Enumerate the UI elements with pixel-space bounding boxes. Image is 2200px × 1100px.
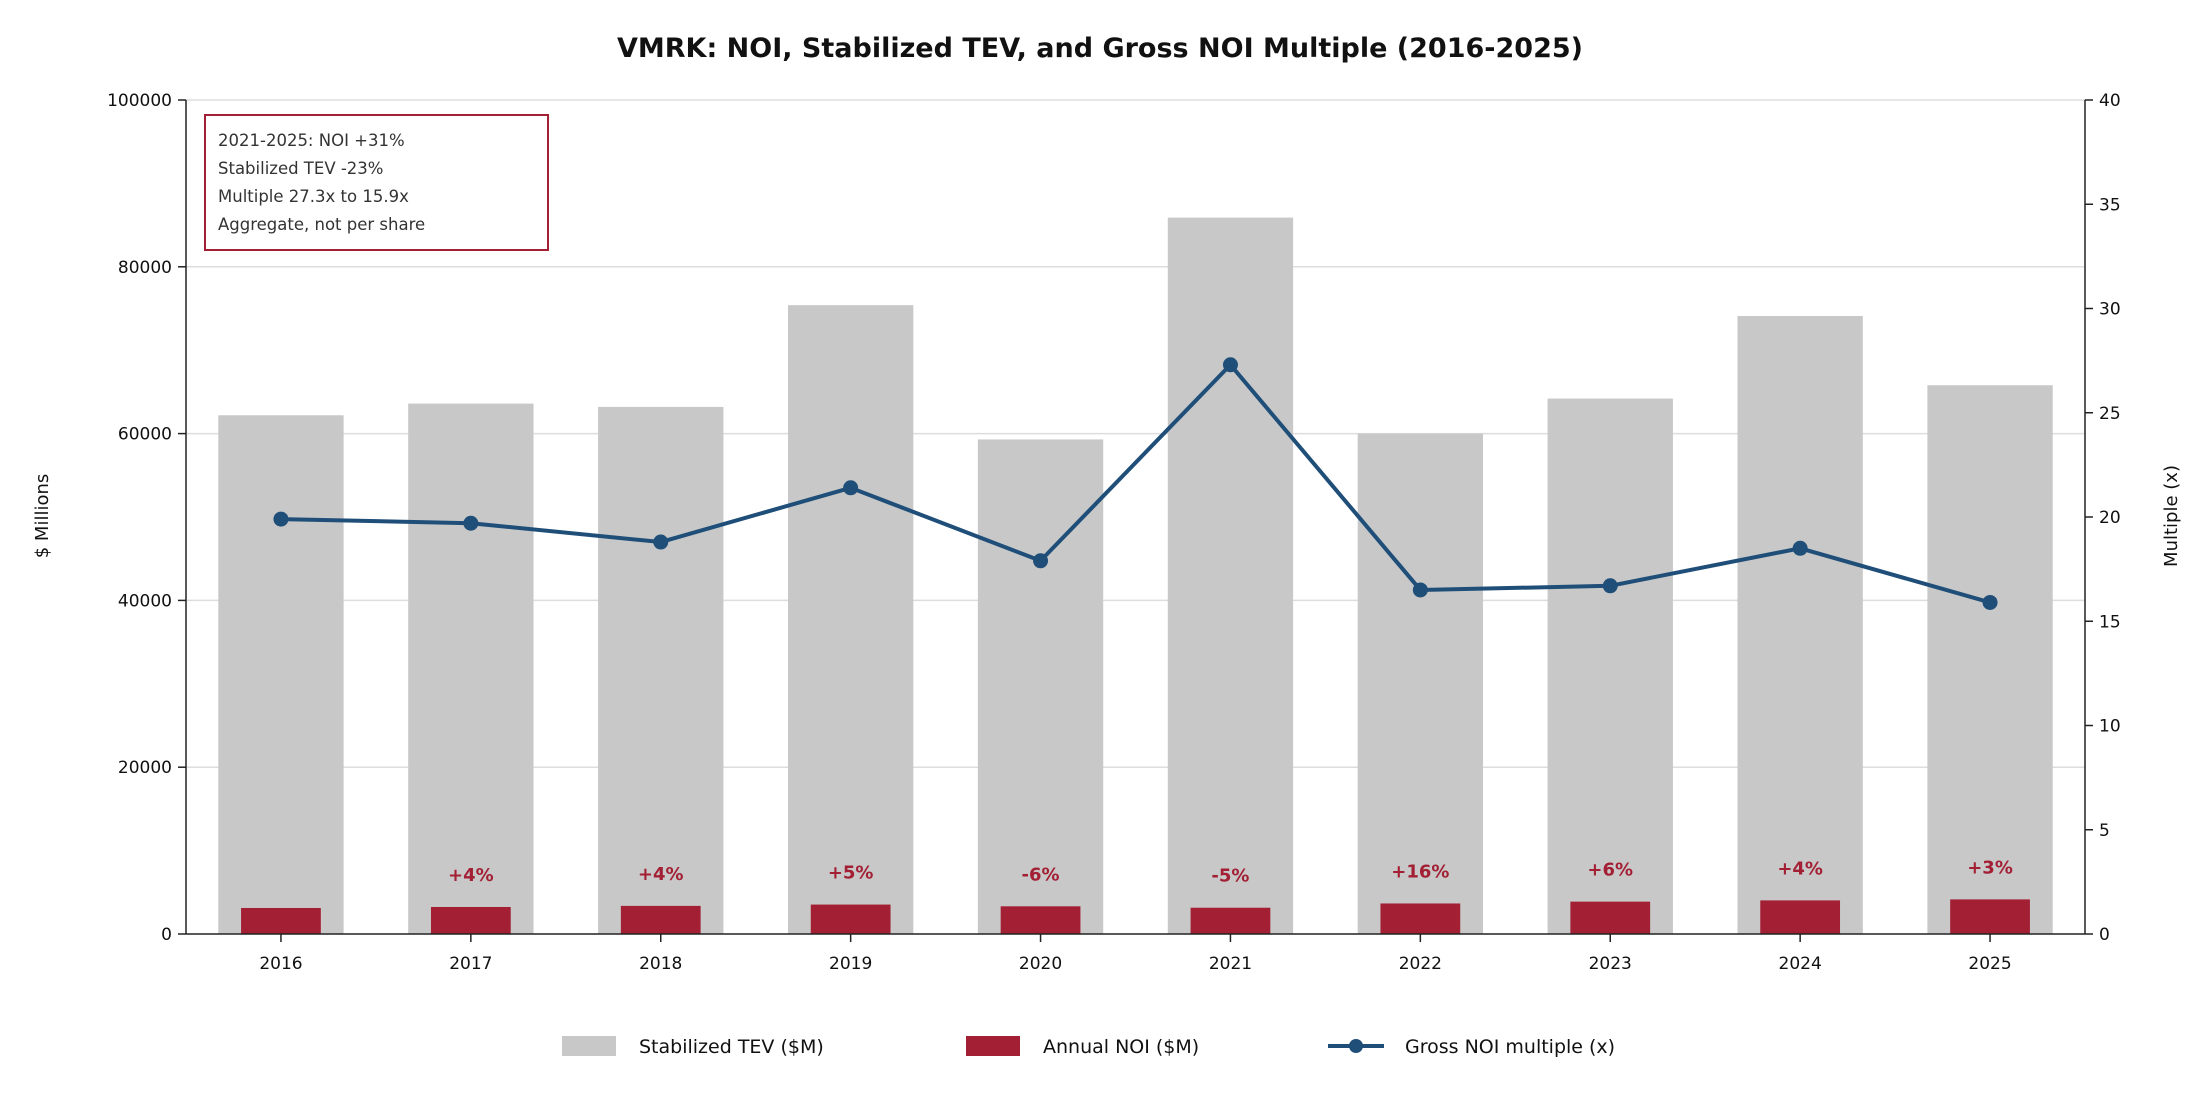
y2-tick-label: 35 bbox=[2099, 195, 2121, 215]
y2-tick-label: 20 bbox=[2099, 508, 2121, 528]
noi-change-label: -6% bbox=[1022, 864, 1060, 885]
y-tick-label: 20000 bbox=[118, 758, 172, 778]
tev-bar bbox=[787, 305, 914, 934]
y-axis-label: $ Millions bbox=[32, 474, 53, 559]
y-tick-label: 60000 bbox=[118, 425, 172, 445]
annotation-line: Stabilized TEV -23% bbox=[218, 159, 383, 178]
y2-tick-label: 10 bbox=[2099, 717, 2121, 737]
multiple-point bbox=[1792, 540, 1808, 556]
tev-bars bbox=[218, 217, 2053, 935]
x-tick-label: 2019 bbox=[829, 954, 872, 974]
multiple-point bbox=[843, 480, 859, 496]
legend-label-multiple: Gross NOI multiple (x) bbox=[1405, 1036, 1615, 1058]
annotation-line: Multiple 27.3x to 15.9x bbox=[218, 187, 409, 206]
multiple-point bbox=[273, 511, 289, 527]
x-tick-label: 2016 bbox=[259, 954, 302, 974]
annotation-line: 2021-2025: NOI +31% bbox=[218, 131, 405, 150]
tev-bar bbox=[1167, 217, 1294, 934]
y2-tick-label: 15 bbox=[2099, 612, 2121, 632]
noi-change-labels: +4% +4% +5% -6% -5% +16% +6% +4% +3% bbox=[448, 857, 2013, 886]
multiple-point bbox=[653, 534, 669, 550]
noi-bar bbox=[1760, 900, 1841, 934]
y-tick-label: 40000 bbox=[118, 591, 172, 611]
multiple-line bbox=[273, 357, 1998, 610]
noi-change-label: +6% bbox=[1587, 860, 1633, 881]
multiple-point bbox=[463, 515, 479, 531]
noi-change-label: +4% bbox=[1777, 858, 1823, 879]
tev-bar bbox=[1357, 433, 1484, 934]
tev-bar bbox=[598, 406, 724, 934]
noi-change-label: -5% bbox=[1211, 866, 1249, 887]
chart-title: VMRK: NOI, Stabilized TEV, and Gross NOI… bbox=[617, 33, 1583, 64]
tev-bar bbox=[218, 415, 344, 934]
multiple-line-path bbox=[280, 362, 1991, 605]
legend-swatch-noi bbox=[966, 1036, 1020, 1056]
noi-bar bbox=[1380, 903, 1461, 934]
multiple-point bbox=[1602, 578, 1618, 594]
tev-bar bbox=[1927, 385, 2053, 934]
noi-change-label: +4% bbox=[638, 864, 684, 885]
noi-bar bbox=[1000, 906, 1081, 934]
legend-marker-multiple bbox=[1349, 1039, 1363, 1053]
multiple-point bbox=[1412, 582, 1428, 598]
tev-bar bbox=[977, 439, 1104, 934]
y-tick-label: 80000 bbox=[118, 258, 172, 278]
noi-bar bbox=[241, 907, 321, 934]
x-tick-label: 2018 bbox=[639, 954, 682, 974]
y2-tick-label: 25 bbox=[2099, 404, 2121, 424]
multiple-point bbox=[1982, 594, 1998, 610]
legend-swatch-tev bbox=[562, 1036, 616, 1056]
legend-label-tev: Stabilized TEV ($M) bbox=[639, 1036, 824, 1058]
x-tick-label: 2025 bbox=[1968, 954, 2011, 974]
y2-tick-label: 30 bbox=[2099, 300, 2121, 320]
y2-tick-label: 0 bbox=[2099, 925, 2110, 945]
legend-label-noi: Annual NOI ($M) bbox=[1043, 1036, 1199, 1058]
noi-bar bbox=[1950, 899, 2030, 934]
x-axis-ticks: 2016 2017 2018 2019 2020 2021 2022 2023 2024 2025 bbox=[259, 934, 2012, 974]
noi-change-label: +3% bbox=[1967, 857, 2013, 878]
legend: Stabilized TEV ($M) Annual NOI ($M) Gros… bbox=[562, 1036, 1615, 1058]
y-tick-label: 0 bbox=[161, 925, 172, 945]
y-tick-label: 100000 bbox=[107, 91, 172, 111]
multiple-point bbox=[1222, 357, 1238, 373]
noi-change-label: +16% bbox=[1391, 861, 1449, 882]
noi-change-label: +4% bbox=[448, 865, 494, 886]
x-tick-label: 2023 bbox=[1589, 954, 1632, 974]
noi-bar bbox=[810, 904, 891, 934]
tev-bar bbox=[1737, 316, 1863, 935]
y2-tick-label: 40 bbox=[2099, 91, 2121, 111]
right-axis-ticks: 0 5 10 15 20 25 30 35 40 bbox=[2085, 91, 2121, 945]
noi-bar bbox=[1570, 901, 1651, 934]
annotation-line: Aggregate, not per share bbox=[218, 215, 425, 234]
noi-bar bbox=[430, 906, 511, 934]
x-tick-label: 2020 bbox=[1019, 954, 1062, 974]
noi-bars bbox=[241, 899, 2030, 934]
x-tick-label: 2024 bbox=[1779, 954, 1822, 974]
x-tick-label: 2022 bbox=[1399, 954, 1442, 974]
noi-change-label: +5% bbox=[828, 863, 874, 884]
tev-bar bbox=[408, 403, 534, 934]
noi-bar bbox=[1190, 907, 1271, 934]
annotation-box: 2021-2025: NOI +31% Stabilized TEV -23% … bbox=[204, 114, 549, 251]
y2-tick-label: 5 bbox=[2099, 821, 2110, 841]
annotation-frame bbox=[204, 114, 549, 251]
x-tick-label: 2017 bbox=[449, 954, 492, 974]
noi-bar bbox=[620, 905, 701, 934]
multiple-point bbox=[1033, 553, 1049, 569]
x-tick-label: 2021 bbox=[1209, 954, 1252, 974]
y2-axis-label: Multiple (x) bbox=[2161, 465, 2182, 567]
tev-bar bbox=[1547, 398, 1673, 934]
left-axis-ticks: 0 20000 40000 60000 80000 100000 bbox=[107, 91, 186, 945]
